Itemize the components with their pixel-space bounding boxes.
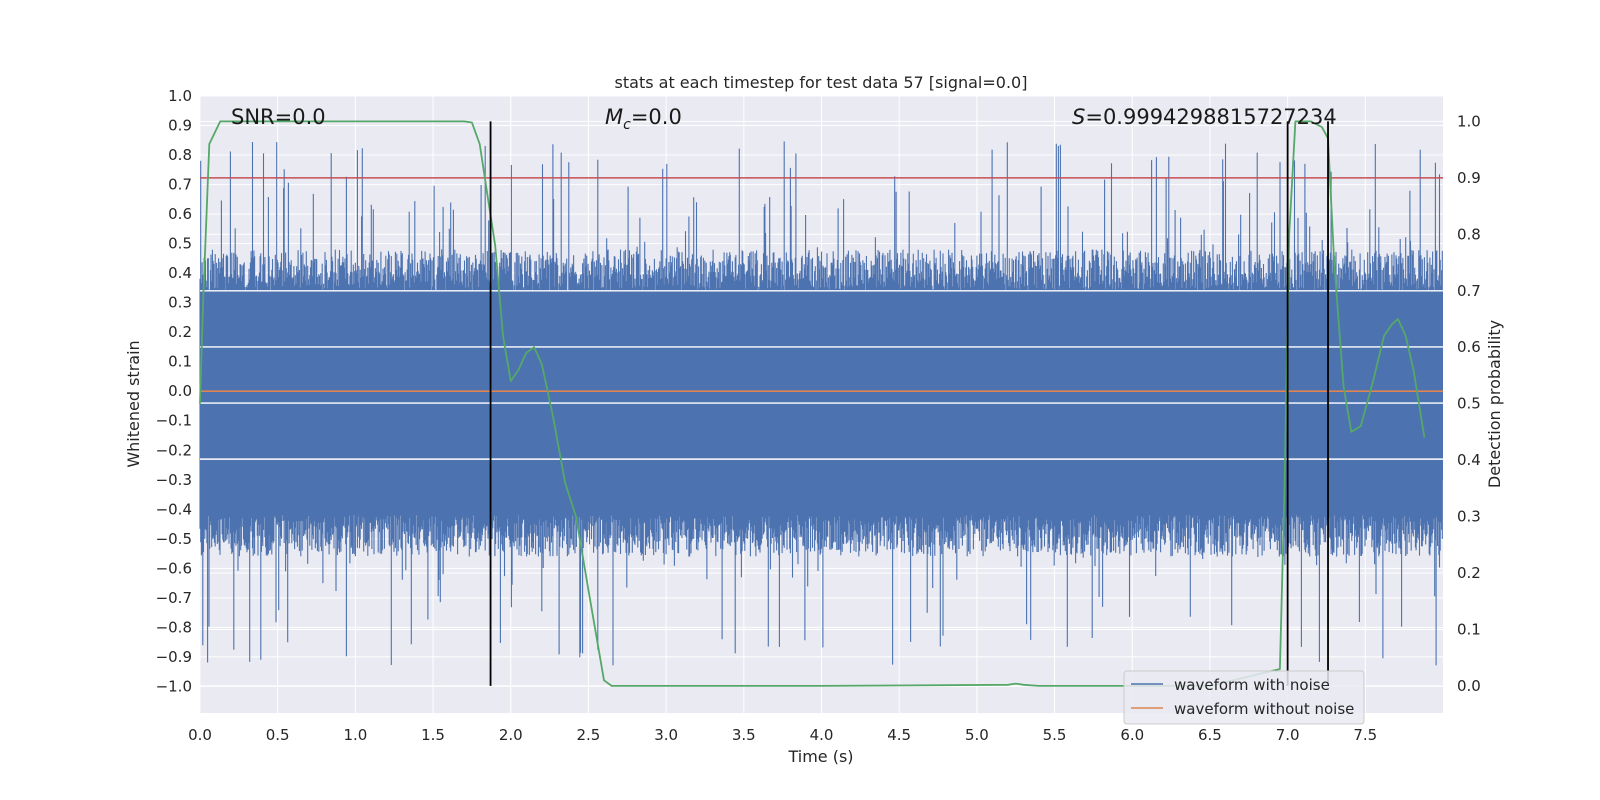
- y2-tick-label: 0.1: [1457, 620, 1481, 638]
- y-tick-label: −0.8: [156, 618, 192, 636]
- x-tick-label: 2.5: [577, 726, 601, 744]
- y2-tick-label: 0.3: [1457, 508, 1481, 526]
- legend: waveform with noise waveform without noi…: [1123, 670, 1365, 725]
- probability-series: [199, 120, 1426, 687]
- legend-label-noise: waveform with noise: [1174, 676, 1330, 694]
- y2-tick-label: 1.0: [1457, 112, 1481, 130]
- y2-tick-labels: 1.0 0.9 0.8 0.7 0.6 0.5 0.4 0.3 0.2 0.1 0.0: [1457, 112, 1481, 695]
- snr-annotation: SNR=0.0: [231, 105, 326, 129]
- horizontal-bands: [200, 290, 1443, 460]
- y2-axis-label: Detection probability: [1485, 320, 1504, 488]
- y-tick-label: 0.2: [168, 323, 192, 341]
- y-tick-label: 0.7: [168, 176, 192, 194]
- y-tick-label: 0.1: [168, 353, 192, 371]
- y-tick-label: 0.5: [168, 235, 192, 253]
- x-tick-label: 0.5: [266, 726, 290, 744]
- x-tick-label: 3.5: [732, 726, 756, 744]
- y-tick-label: −0.6: [156, 559, 192, 577]
- y-tick-label: 0.4: [168, 264, 192, 282]
- y2-tick-label: 0.0: [1457, 677, 1481, 695]
- score-value: =0.9994298815727234: [1085, 105, 1336, 129]
- y-tick-label: 0.8: [168, 146, 192, 164]
- y-tick-label: 0.9: [168, 117, 192, 135]
- y-tick-labels: 1.0 0.9 0.8 0.7 0.6 0.5 0.4 0.3 0.2 0.1 0.0 −0.1 −0.…: [156, 87, 192, 695]
- y-tick-label: 1.0: [168, 87, 192, 105]
- reference-lines: [200, 177, 1443, 393]
- x-axis-label: Time (s): [787, 747, 853, 766]
- x-tick-label: 7.5: [1353, 726, 1377, 744]
- score-annotation: S=0.9994298815727234: [1072, 105, 1337, 129]
- y-tick-label: −0.5: [156, 530, 192, 548]
- x-tick-label: 4.0: [810, 726, 834, 744]
- y-tick-label: −0.7: [156, 589, 192, 607]
- x-tick-label: 2.0: [499, 726, 523, 744]
- x-tick-label: 6.5: [1198, 726, 1222, 744]
- score-symbol: S: [1072, 105, 1085, 129]
- y2-tick-label: 0.7: [1457, 282, 1481, 300]
- chart-title: stats at each timestep for test data 57 …: [615, 73, 1028, 92]
- x-tick-label: 5.5: [1043, 726, 1067, 744]
- noise-series: [199, 141, 1443, 666]
- y-tick-label: −0.9: [156, 648, 192, 666]
- chirp-mass-value: =0.0: [631, 105, 682, 129]
- x-tick-label: 4.5: [887, 726, 911, 744]
- y-tick-label: 0.0: [168, 382, 192, 400]
- y-tick-label: 0.6: [168, 205, 192, 223]
- vertical-markers: [489, 121, 1329, 686]
- y-tick-label: −1.0: [156, 677, 192, 695]
- x-tick-label: 5.0: [965, 726, 989, 744]
- y2-tick-label: 0.5: [1457, 395, 1481, 413]
- y-tick-label: 0.3: [168, 294, 192, 312]
- chirp-mass-symbol: M: [605, 105, 623, 129]
- noise-dense-core: [200, 290, 1443, 480]
- y-axis-label: Whitened strain: [124, 340, 143, 467]
- x-tick-label: 6.0: [1120, 726, 1144, 744]
- y2-tick-label: 0.2: [1457, 564, 1481, 582]
- y2-tick-label: 0.4: [1457, 451, 1481, 469]
- legend-label-clean: waveform without noise: [1174, 700, 1354, 718]
- x-tick-label: 0.0: [188, 726, 212, 744]
- x-tick-labels: 0.0 0.5 1.0 1.5 2.0 2.5 3.0 3.5 4.0 4.5 5.0 5.5 6.0 6…: [188, 726, 1377, 744]
- y-tick-label: −0.1: [156, 412, 192, 430]
- x-tick-label: 7.0: [1276, 726, 1300, 744]
- y-tick-label: −0.3: [156, 471, 192, 489]
- y2-tick-label: 0.6: [1457, 338, 1481, 356]
- y-tick-label: −0.4: [156, 500, 192, 518]
- y-tick-label: −0.2: [156, 441, 192, 459]
- probability-line: [199, 120, 1426, 687]
- x-tick-label: 3.0: [654, 726, 678, 744]
- y2-tick-label: 0.8: [1457, 225, 1481, 243]
- chirp-mass-annotation: Mc=0.0: [605, 105, 682, 133]
- chirp-mass-subscript: c: [623, 117, 631, 133]
- legend-box: [1123, 670, 1365, 725]
- x-tick-label: 1.5: [421, 726, 445, 744]
- x-tick-label: 1.0: [343, 726, 367, 744]
- y2-tick-label: 0.9: [1457, 169, 1481, 187]
